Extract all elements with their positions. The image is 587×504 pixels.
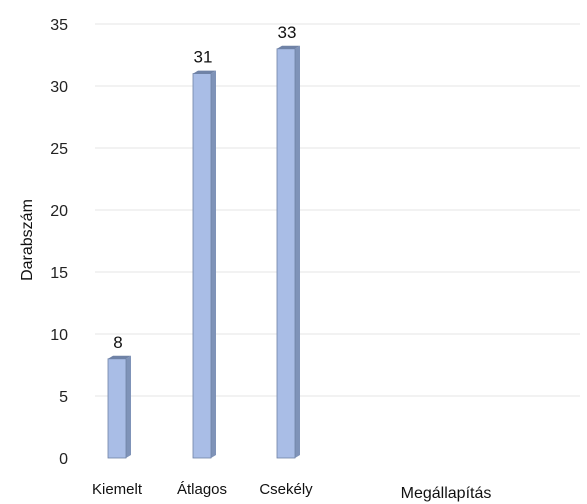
data-labels: 8 31 33 [113,23,296,352]
gridlines [95,23,580,397]
y-tick-label: 0 [59,451,68,468]
y-tick-label: 15 [50,265,68,282]
bar-top [193,70,216,74]
bar-front [276,48,296,459]
bars [107,45,300,459]
y-tick-label: 10 [50,327,68,344]
y-axis-title: Darabszám [19,199,36,281]
x-axis-title: Megállapítás [401,485,492,502]
category-label: Kiemelt [92,481,143,498]
data-label: 8 [113,333,122,352]
bar-top [108,355,131,359]
y-tick-label: 25 [50,141,68,158]
bar-top [277,45,300,49]
y-tick-label: 20 [50,203,68,220]
y-tick-label: 35 [50,17,68,34]
data-label: 31 [194,48,213,67]
x-axis-categories: Kiemelt Átlagos Csekély [92,481,313,498]
bar-side [211,70,216,458]
bar-front [192,73,212,459]
data-label: 33 [278,23,297,42]
bar-átlagos [192,70,216,459]
bar-front [107,358,127,459]
y-tick-label: 5 [59,389,68,406]
category-label: Csekély [259,481,313,498]
y-axis-ticks: 0 5 10 15 20 25 30 35 [50,17,68,468]
category-label: Átlagos [177,481,227,498]
bar-csekély [276,45,300,459]
bar-side [126,355,131,458]
bar-kiemelt [107,355,131,459]
bar-side [295,45,300,459]
y-tick-label: 30 [50,79,68,96]
